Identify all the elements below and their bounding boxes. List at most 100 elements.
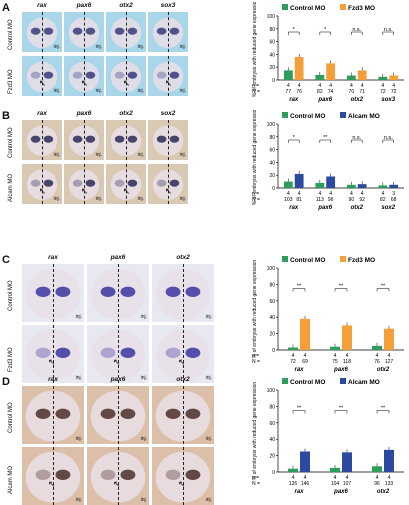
significance-label: n.s. bbox=[384, 27, 393, 33]
N-value: 133 bbox=[385, 481, 394, 487]
panel-letter: D bbox=[2, 376, 10, 388]
midline-dash bbox=[183, 264, 184, 322]
N-value: 107 bbox=[343, 481, 352, 487]
n-value: 4 bbox=[287, 191, 290, 197]
y-tick-label: 40 bbox=[269, 160, 275, 166]
N-value: 69 bbox=[302, 359, 308, 365]
y-tick-label: 20 bbox=[269, 454, 275, 460]
arrow-icon: ↖ bbox=[80, 78, 89, 88]
row-label: Alcam MO bbox=[8, 173, 14, 202]
injected-side-label: inj. bbox=[95, 88, 102, 94]
significance-bracket bbox=[319, 139, 331, 143]
bar bbox=[283, 181, 293, 188]
arrow-icon: ↖ bbox=[80, 186, 89, 196]
embryo-tile: inj. bbox=[22, 264, 84, 322]
N-value: 76 bbox=[374, 359, 380, 365]
embryo-tile: inj. ↖ bbox=[106, 56, 146, 96]
injected-side-label: inj. bbox=[179, 88, 186, 94]
category-label: pax6 bbox=[333, 489, 348, 495]
category-label: otx2 bbox=[377, 367, 390, 373]
arrow-icon: ↖ bbox=[113, 356, 121, 367]
arrow-icon: ↖ bbox=[122, 78, 131, 88]
n-row-label: n = bbox=[252, 353, 259, 359]
embryo-tile: inj. bbox=[64, 120, 104, 160]
significance-label: ** bbox=[381, 284, 386, 290]
n-value: 4 bbox=[318, 83, 321, 89]
bar bbox=[330, 346, 340, 350]
embryo-tile: inj. bbox=[152, 264, 214, 322]
midline-dash bbox=[84, 12, 85, 52]
significance-label: ** bbox=[339, 284, 344, 290]
gene-header: pax6 bbox=[110, 254, 126, 261]
midline-dash bbox=[183, 325, 184, 383]
injected-side-label: inj. bbox=[75, 436, 82, 442]
embryo-tile: inj. ↖ bbox=[64, 164, 104, 204]
N-value: 72 bbox=[391, 89, 397, 95]
embryo-tile: inj. ↖ bbox=[22, 56, 62, 96]
bar bbox=[326, 63, 336, 80]
injected-side-label: inj. bbox=[179, 152, 186, 158]
n-value: 4 bbox=[334, 353, 337, 359]
injected-side-label: inj. bbox=[137, 44, 144, 50]
category-label: pax6 bbox=[317, 205, 332, 211]
embryo-tile: inj. ↖ bbox=[148, 164, 188, 204]
bar bbox=[300, 451, 310, 472]
bar bbox=[357, 70, 367, 80]
midline-dash bbox=[42, 56, 43, 96]
N-value: 113 bbox=[316, 197, 324, 203]
significance-bracket bbox=[292, 410, 306, 414]
midline-dash bbox=[42, 164, 43, 204]
N-value: 72 bbox=[290, 359, 296, 365]
midline-dash bbox=[118, 325, 119, 383]
y-tick-label: 60 bbox=[269, 148, 275, 154]
arrow-icon: ↖ bbox=[38, 78, 47, 88]
bar bbox=[346, 75, 356, 80]
arrow-icon: ↖ bbox=[48, 478, 56, 489]
n-value: 3 bbox=[392, 191, 395, 197]
y-tick-label: 100 bbox=[267, 388, 276, 394]
midline-dash bbox=[168, 164, 169, 204]
embryo-tile: inj. bbox=[148, 12, 188, 52]
legend-swatch bbox=[282, 112, 288, 118]
arrow-icon: ↖ bbox=[178, 356, 186, 367]
injected-side-label: inj. bbox=[137, 196, 144, 202]
embryo-tile: inj. bbox=[87, 264, 149, 322]
gene-header: pax6 bbox=[110, 376, 126, 383]
n-value: 4 bbox=[329, 191, 332, 197]
embryo-tile: inj. bbox=[22, 12, 62, 52]
N-value: 68 bbox=[391, 197, 397, 203]
midline-dash bbox=[53, 325, 54, 383]
n-row-label: n = bbox=[252, 475, 259, 481]
category-label: otx2 bbox=[377, 489, 390, 495]
injected-side-label: inj. bbox=[53, 44, 60, 50]
n-value: 4 bbox=[361, 83, 364, 89]
embryo-tile: inj. bbox=[64, 12, 104, 52]
N-value: 74 bbox=[328, 89, 334, 95]
category-label: rax bbox=[294, 367, 304, 373]
legend-label: Control MO bbox=[290, 379, 325, 386]
gene-header: sox3 bbox=[160, 2, 176, 9]
midline-dash bbox=[84, 164, 85, 204]
embryo-tile: inj. ↖ bbox=[106, 164, 146, 204]
N-value: 82 bbox=[317, 89, 323, 95]
bar bbox=[326, 176, 336, 188]
category-label: sox2 bbox=[381, 205, 395, 211]
embryo-tile: inj. bbox=[22, 386, 84, 444]
chart-b: Control MO Alcam MO % of embryos with redu… bbox=[252, 110, 404, 211]
n-row-label: n = bbox=[252, 83, 259, 89]
n-value: 4 bbox=[318, 191, 321, 197]
significance-bracket bbox=[292, 288, 306, 292]
arrow-icon: ↖ bbox=[113, 478, 121, 489]
N-row-label: N = bbox=[252, 359, 260, 365]
injected-side-label: inj. bbox=[75, 497, 82, 503]
bar bbox=[378, 76, 388, 80]
injected-side-label: inj. bbox=[205, 436, 212, 442]
N-value: 81 bbox=[296, 197, 302, 203]
category-label: otx2 bbox=[351, 205, 364, 211]
chart-a: Control MO Fzd3 MO % of embryos with reduc… bbox=[252, 2, 404, 103]
y-tick-label: 0 bbox=[272, 186, 275, 192]
legend-label: Fzd3 MO bbox=[348, 5, 375, 12]
midline-dash bbox=[168, 12, 169, 52]
y-tick-label: 40 bbox=[269, 437, 275, 443]
injected-side-label: inj. bbox=[53, 152, 60, 158]
